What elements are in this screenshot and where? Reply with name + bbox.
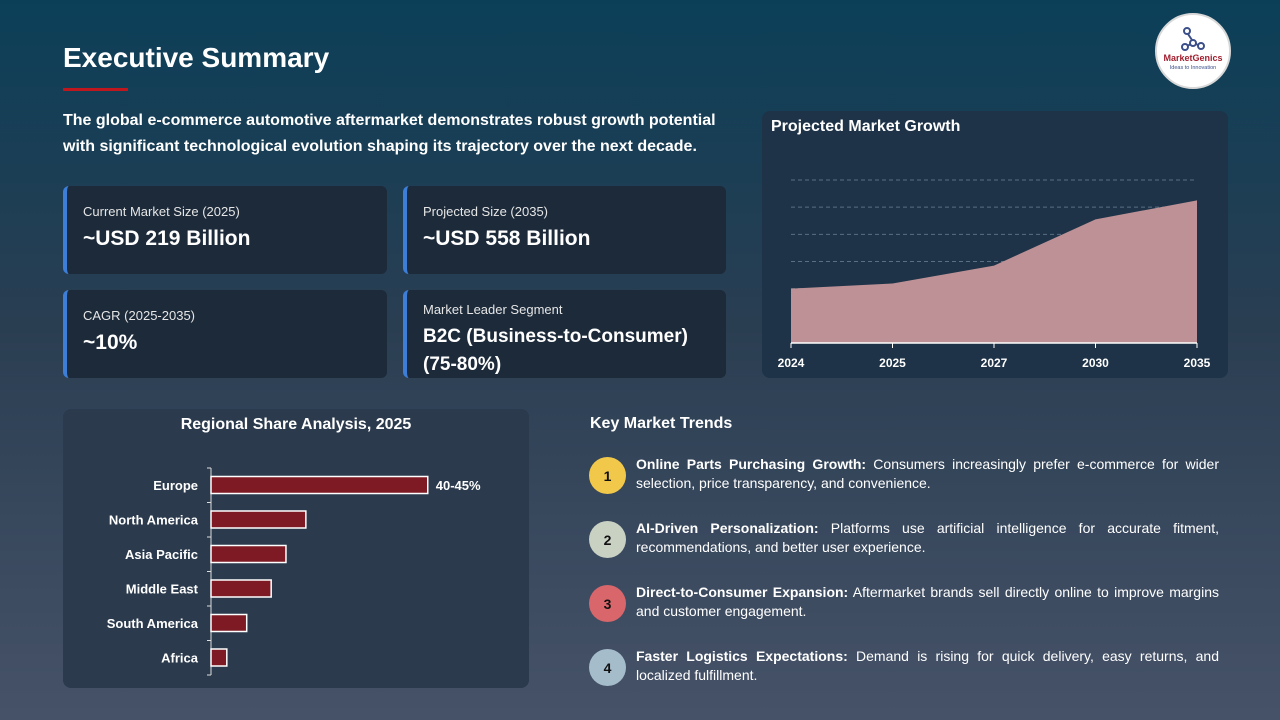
- card-cagr: CAGR (2025-2035) ~10%: [63, 290, 387, 378]
- bar: [210, 475, 429, 495]
- bar: [210, 544, 287, 564]
- trend-heading: Online Parts Purchasing Growth:: [636, 456, 867, 472]
- marketgenics-logo: MarketGenics Ideas to Innovation: [1155, 13, 1231, 89]
- regional-chart-panel: Regional Share Analysis, 2025 Europe 40-4…: [63, 409, 529, 688]
- trend-number-badge: 3: [589, 585, 626, 622]
- svg-text:MarketGenics: MarketGenics: [1163, 53, 1222, 63]
- card-value: ~USD 558 Billion: [423, 227, 591, 250]
- data-label: 40-45%: [436, 478, 481, 493]
- trend-text: Direct-to-Consumer Expansion: Aftermarke…: [636, 583, 1219, 621]
- x-tick-label: 2027: [981, 356, 1008, 370]
- trend-body: Demand is rising for quick delivery, eas…: [636, 648, 1219, 683]
- trend-item: 3 Direct-to-Consumer Expansion: Aftermark…: [589, 583, 1219, 622]
- card-label: CAGR (2025-2035): [83, 308, 195, 323]
- bar: [210, 613, 248, 633]
- card-market-leader: Market Leader Segment B2C (Business-to-C…: [403, 290, 726, 378]
- category-label: North America: [109, 513, 199, 528]
- bar: [210, 579, 272, 598]
- x-tick-label: 2025: [879, 356, 906, 370]
- card-label: Current Market Size (2025): [83, 204, 240, 219]
- card-label: Market Leader Segment: [423, 302, 563, 317]
- trend-text: Online Parts Purchasing Growth: Consumer…: [636, 455, 1219, 493]
- category-label: Europe: [153, 478, 198, 493]
- trend-item: 4 Faster Logistics Expectations: Demand i…: [589, 647, 1219, 686]
- trend-number-badge: 1: [589, 457, 626, 494]
- growth-chart-title: Projected Market Growth: [771, 118, 961, 135]
- trend-heading: Direct-to-Consumer Expansion:: [636, 584, 849, 600]
- trend-body: Consumers increasingly prefer e-commerce…: [636, 456, 1219, 491]
- title-underline: [63, 88, 128, 91]
- intro-text: The global e-commerce automotive afterma…: [63, 112, 716, 155]
- x-tick-label: 2035: [1184, 356, 1211, 370]
- trend-text: Faster Logistics Expectations: Demand is…: [636, 647, 1219, 685]
- trend-item: 2 AI-Driven Personalization: Platforms us…: [589, 519, 1219, 558]
- regional-chart: Europe 40-45% North America Asia Pacific Mid…: [107, 467, 481, 676]
- growth-area: [791, 200, 1197, 343]
- bar: [210, 510, 307, 529]
- card-projected-size: Projected Size (2035) ~USD 558 Billion: [403, 186, 726, 274]
- regional-chart-title: Regional Share Analysis, 2025: [180, 416, 412, 433]
- category-label: South America: [107, 616, 199, 631]
- card-value: ~USD 219 Billion: [83, 227, 251, 250]
- x-tick-label: 2030: [1082, 356, 1109, 370]
- x-tick-label: 2024: [778, 356, 805, 370]
- trend-item: 1 Online Parts Purchasing Growth: Consume…: [589, 455, 1219, 494]
- trend-heading: Faster Logistics Expectations:: [636, 648, 848, 664]
- growth-chart-panel: Projected Market Growth 2024 2025 2027 2030…: [762, 111, 1228, 378]
- bar: [210, 648, 228, 667]
- card-current-size: Current Market Size (2025) ~USD 219 Bill…: [63, 186, 387, 274]
- card-value: ~10%: [83, 331, 138, 354]
- trend-text: AI-Driven Personalization: Platforms use…: [636, 519, 1219, 557]
- card-label: Projected Size (2035): [423, 204, 549, 219]
- category-label: Asia Pacific: [125, 547, 198, 562]
- category-label: Middle East: [126, 582, 199, 597]
- growth-chart: 2024 2025 2027 2030 2035: [778, 179, 1211, 370]
- svg-text:Ideas to Innovation: Ideas to Innovation: [1170, 65, 1216, 71]
- card-value: B2C (Business-to-Consumer) (75-80%): [423, 326, 688, 375]
- trend-number-badge: 4: [589, 649, 626, 686]
- trends-title: Key Market Trends: [590, 415, 733, 432]
- category-label: Africa: [161, 651, 199, 666]
- page-title: Executive Summary: [63, 42, 330, 73]
- trend-body: Aftermarket brands sell directly online …: [636, 584, 1219, 619]
- trend-number-badge: 2: [589, 521, 626, 558]
- trend-body: Platforms use artificial intelligence fo…: [636, 520, 1219, 555]
- trend-heading: AI-Driven Personalization:: [636, 520, 819, 536]
